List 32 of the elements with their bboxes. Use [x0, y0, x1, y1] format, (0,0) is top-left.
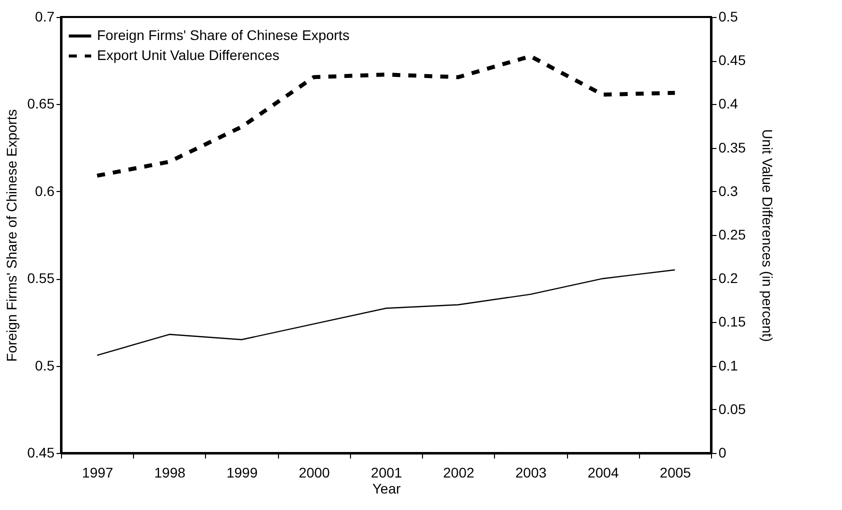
y2-tick-label: 0 [718, 444, 726, 460]
x-tick-label: 2002 [443, 464, 475, 480]
x-tick-label: 1997 [82, 464, 114, 480]
y-tick-label: 0.6 [35, 182, 55, 199]
line-series [96, 269, 676, 356]
x-tick-label: 2001 [370, 464, 402, 480]
y-tick-label: 0.5 [35, 357, 55, 374]
y2-tick-label: 0.3 [718, 182, 738, 199]
y-tick-label: 0.45 [27, 444, 55, 460]
x-axis-title: Year [372, 480, 401, 496]
x-tick-label: 1999 [226, 464, 258, 480]
y2-tick-label: 0.4 [718, 96, 738, 112]
y-tick-label: 0.7 [35, 8, 55, 24]
x-tick-label: 2005 [660, 464, 692, 480]
x-tick-label: 2003 [515, 464, 547, 480]
y-tick-label: 0.55 [27, 270, 55, 286]
y2-tick-label: 0.5 [718, 8, 738, 24]
y-tick-label: 0.65 [27, 96, 55, 112]
legend-label: Export Unit Value Differences [97, 47, 280, 63]
y2-tick-label: 0.35 [718, 139, 746, 156]
y-axis-title: Foreign Firms' Share of Chinese Exports [3, 109, 20, 362]
x-tick-label: 2004 [588, 464, 619, 480]
x-tick-label: 1998 [154, 464, 186, 480]
y2-axis-title: Unit Value Differences (in percent) [760, 129, 776, 342]
y2-tick-label: 0.05 [718, 400, 746, 417]
x-tick-label: 2000 [298, 464, 330, 480]
y2-tick-label: 0.15 [718, 314, 746, 330]
y2-tick-label: 0.25 [718, 226, 746, 242]
y2-tick-label: 0.2 [718, 270, 738, 286]
y2-tick-label: 0.1 [718, 357, 738, 374]
legend-label: Foreign Firms' Share of Chinese Exports [97, 27, 350, 43]
y2-tick-label: 0.45 [718, 52, 746, 68]
